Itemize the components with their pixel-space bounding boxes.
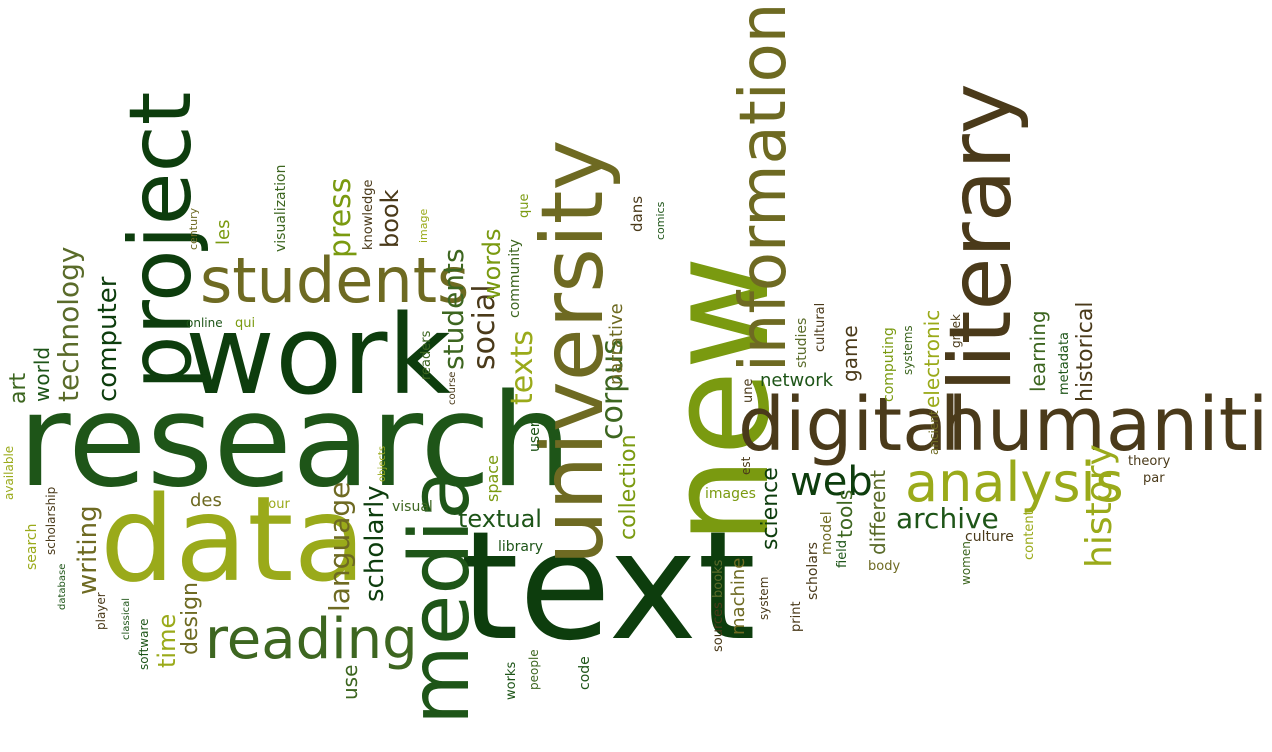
word-data: data — [100, 470, 366, 608]
word-print: print — [789, 601, 804, 632]
word-network: network — [760, 370, 834, 391]
word-metadata: metadata — [1057, 331, 1072, 395]
word-learning: learning — [1026, 310, 1050, 392]
word-une: une — [741, 378, 756, 403]
word-game: game — [838, 325, 862, 382]
word-library: library — [498, 539, 544, 555]
word-scholarly: scholarly — [360, 485, 390, 602]
word-studies: studies — [794, 317, 810, 368]
word-work: work — [185, 291, 452, 419]
word-pour: pour — [260, 497, 290, 512]
word-book: book — [376, 189, 404, 249]
word-greek: greek — [949, 313, 963, 348]
word-cultural: cultural — [813, 302, 828, 352]
word-people: people — [527, 649, 541, 690]
word-code: code — [577, 656, 593, 690]
word-digital: digital — [738, 382, 968, 468]
word-scholarship: scholarship — [44, 486, 58, 555]
word-model: model — [819, 511, 835, 555]
word-writing: writing — [73, 505, 103, 595]
word-comics: comics — [654, 201, 667, 240]
word-systems: systems — [901, 325, 915, 375]
word-est: est — [739, 456, 753, 475]
word-theory: theory — [1128, 454, 1171, 469]
word-images: images — [705, 486, 756, 502]
word-use: use — [338, 664, 362, 700]
word-sources: sources — [711, 602, 726, 652]
word-humanities: humanities — [940, 382, 1272, 468]
word-les: les — [213, 219, 234, 245]
word-history: history — [1079, 444, 1120, 568]
word-dans: dans — [628, 195, 646, 232]
word-language: language — [323, 481, 356, 612]
word-literature: students — [437, 248, 470, 370]
word-science: science — [758, 467, 783, 550]
word-words: words — [478, 228, 506, 301]
word-century: century — [187, 207, 200, 250]
word-scholars: scholars — [805, 542, 821, 600]
word-online: online — [186, 316, 223, 330]
word-narrative: narrative — [606, 303, 627, 385]
word-archive: archive — [896, 502, 999, 535]
word-qui: qui — [235, 316, 256, 331]
word-analysis: analysis — [905, 451, 1124, 514]
word-search: search — [24, 523, 40, 570]
word-system: system — [757, 576, 771, 620]
word-tools: tools — [833, 489, 857, 538]
word-knowledge: knowledge — [361, 179, 376, 250]
word-computing: computing — [881, 327, 897, 402]
word-body: body — [868, 559, 901, 574]
word-software: software — [137, 618, 151, 670]
word-women: women — [959, 541, 973, 585]
word-collection: collection — [616, 434, 641, 540]
word-classical: classical — [121, 597, 132, 640]
word-available: available — [2, 445, 16, 500]
word-visualization: visualization — [273, 164, 289, 252]
word-image: image — [417, 208, 430, 243]
word-content: content — [1022, 510, 1037, 560]
word-technology: technology — [52, 246, 85, 402]
word-ancient: ancient — [927, 410, 941, 455]
word-field: field — [835, 539, 850, 568]
word-visual: visual — [392, 499, 433, 515]
word-database: database — [57, 563, 68, 610]
word-different: different — [866, 470, 890, 555]
word-historical: historical — [1073, 301, 1098, 402]
word-computer: computer — [93, 276, 123, 402]
word-users: users — [527, 414, 543, 452]
word-objects: objects — [377, 445, 388, 482]
word-community: community — [507, 239, 523, 318]
word-des: des — [190, 490, 222, 511]
word-readers: readers — [419, 330, 434, 380]
word-information: information — [727, 2, 801, 372]
word-text: text — [460, 500, 757, 674]
word-space: space — [483, 455, 502, 502]
word-que: que — [517, 193, 532, 219]
word-texts: texts — [505, 330, 540, 405]
word-works: works — [504, 661, 519, 700]
word-culture: culture — [965, 529, 1014, 545]
word-reading: reading — [205, 607, 418, 672]
word-machine: machine — [728, 557, 749, 635]
word-web: web — [790, 459, 873, 505]
word-world: world — [30, 346, 54, 402]
word-par: par — [1143, 471, 1165, 486]
word-students: students — [200, 244, 470, 317]
word-books: books — [711, 559, 726, 598]
word-press: press — [323, 177, 358, 258]
word-research: research — [18, 367, 572, 516]
word-design: design — [178, 582, 203, 655]
word-textual: textual — [458, 505, 542, 533]
word-art: art — [6, 372, 31, 404]
word-course: course — [447, 371, 458, 405]
word-time: time — [153, 613, 181, 668]
word-electronic: electronic — [920, 309, 944, 408]
word-player: player — [94, 592, 108, 630]
